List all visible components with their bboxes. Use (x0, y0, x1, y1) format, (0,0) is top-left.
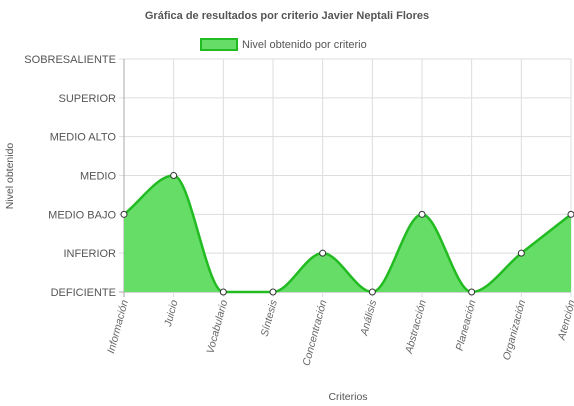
y-tick-label: MEDIO (80, 171, 117, 183)
data-point[interactable] (219, 288, 227, 296)
y-axis-ticks: DEFICIENTE INFERIOR MEDIO BAJO MEDIO MEDIO A… (24, 54, 116, 299)
x-tick-label: Concentración (300, 299, 329, 368)
x-tick-label: Síntesis (259, 298, 280, 338)
data-point[interactable] (120, 210, 128, 218)
data-point[interactable] (567, 210, 574, 218)
x-tick-label: Planeación (454, 299, 479, 352)
x-tick-label: Vocabulario (204, 299, 230, 355)
y-tick-label: SOBRESALIENTE (24, 54, 116, 66)
data-point[interactable] (269, 288, 277, 296)
data-points (120, 172, 574, 296)
data-point[interactable] (468, 288, 476, 296)
data-point[interactable] (319, 249, 327, 257)
x-tick-label: Organización (501, 299, 529, 362)
y-tick-label: SUPERIOR (59, 93, 117, 105)
y-tick-label: DEFICIENTE (51, 287, 116, 299)
legend-swatch (200, 38, 238, 51)
y-tick-label: INFERIOR (63, 248, 116, 260)
x-tick-label: Atención (555, 299, 574, 343)
x-tick-label: Abstracción (403, 299, 429, 356)
y-tick-label: MEDIO BAJO (48, 209, 116, 221)
data-point[interactable] (368, 288, 376, 296)
y-tick-label: MEDIO ALTO (50, 132, 117, 144)
data-point[interactable] (418, 210, 426, 218)
series-area (123, 174, 572, 294)
x-axis-label: Criterios (328, 391, 367, 403)
x-tick-label: Información (105, 299, 131, 355)
data-point[interactable] (517, 249, 525, 257)
chart-title: Gráfica de resultados por criterio Javie… (145, 10, 429, 22)
x-tick-label: Juicio (162, 299, 181, 329)
x-axis-ticks: Información Juicio Vocabulario Síntesis Conc… (105, 298, 574, 367)
y-axis-label: Nivel obtenido (4, 143, 16, 210)
series-fill (124, 175, 571, 292)
series-line (123, 174, 572, 294)
x-tick-label: Análisis (358, 298, 379, 338)
data-point[interactable] (170, 172, 178, 179)
legend-label: Nivel obtenido por criterio (242, 39, 367, 51)
legend[interactable]: Nivel obtenido por criterio (200, 38, 367, 51)
